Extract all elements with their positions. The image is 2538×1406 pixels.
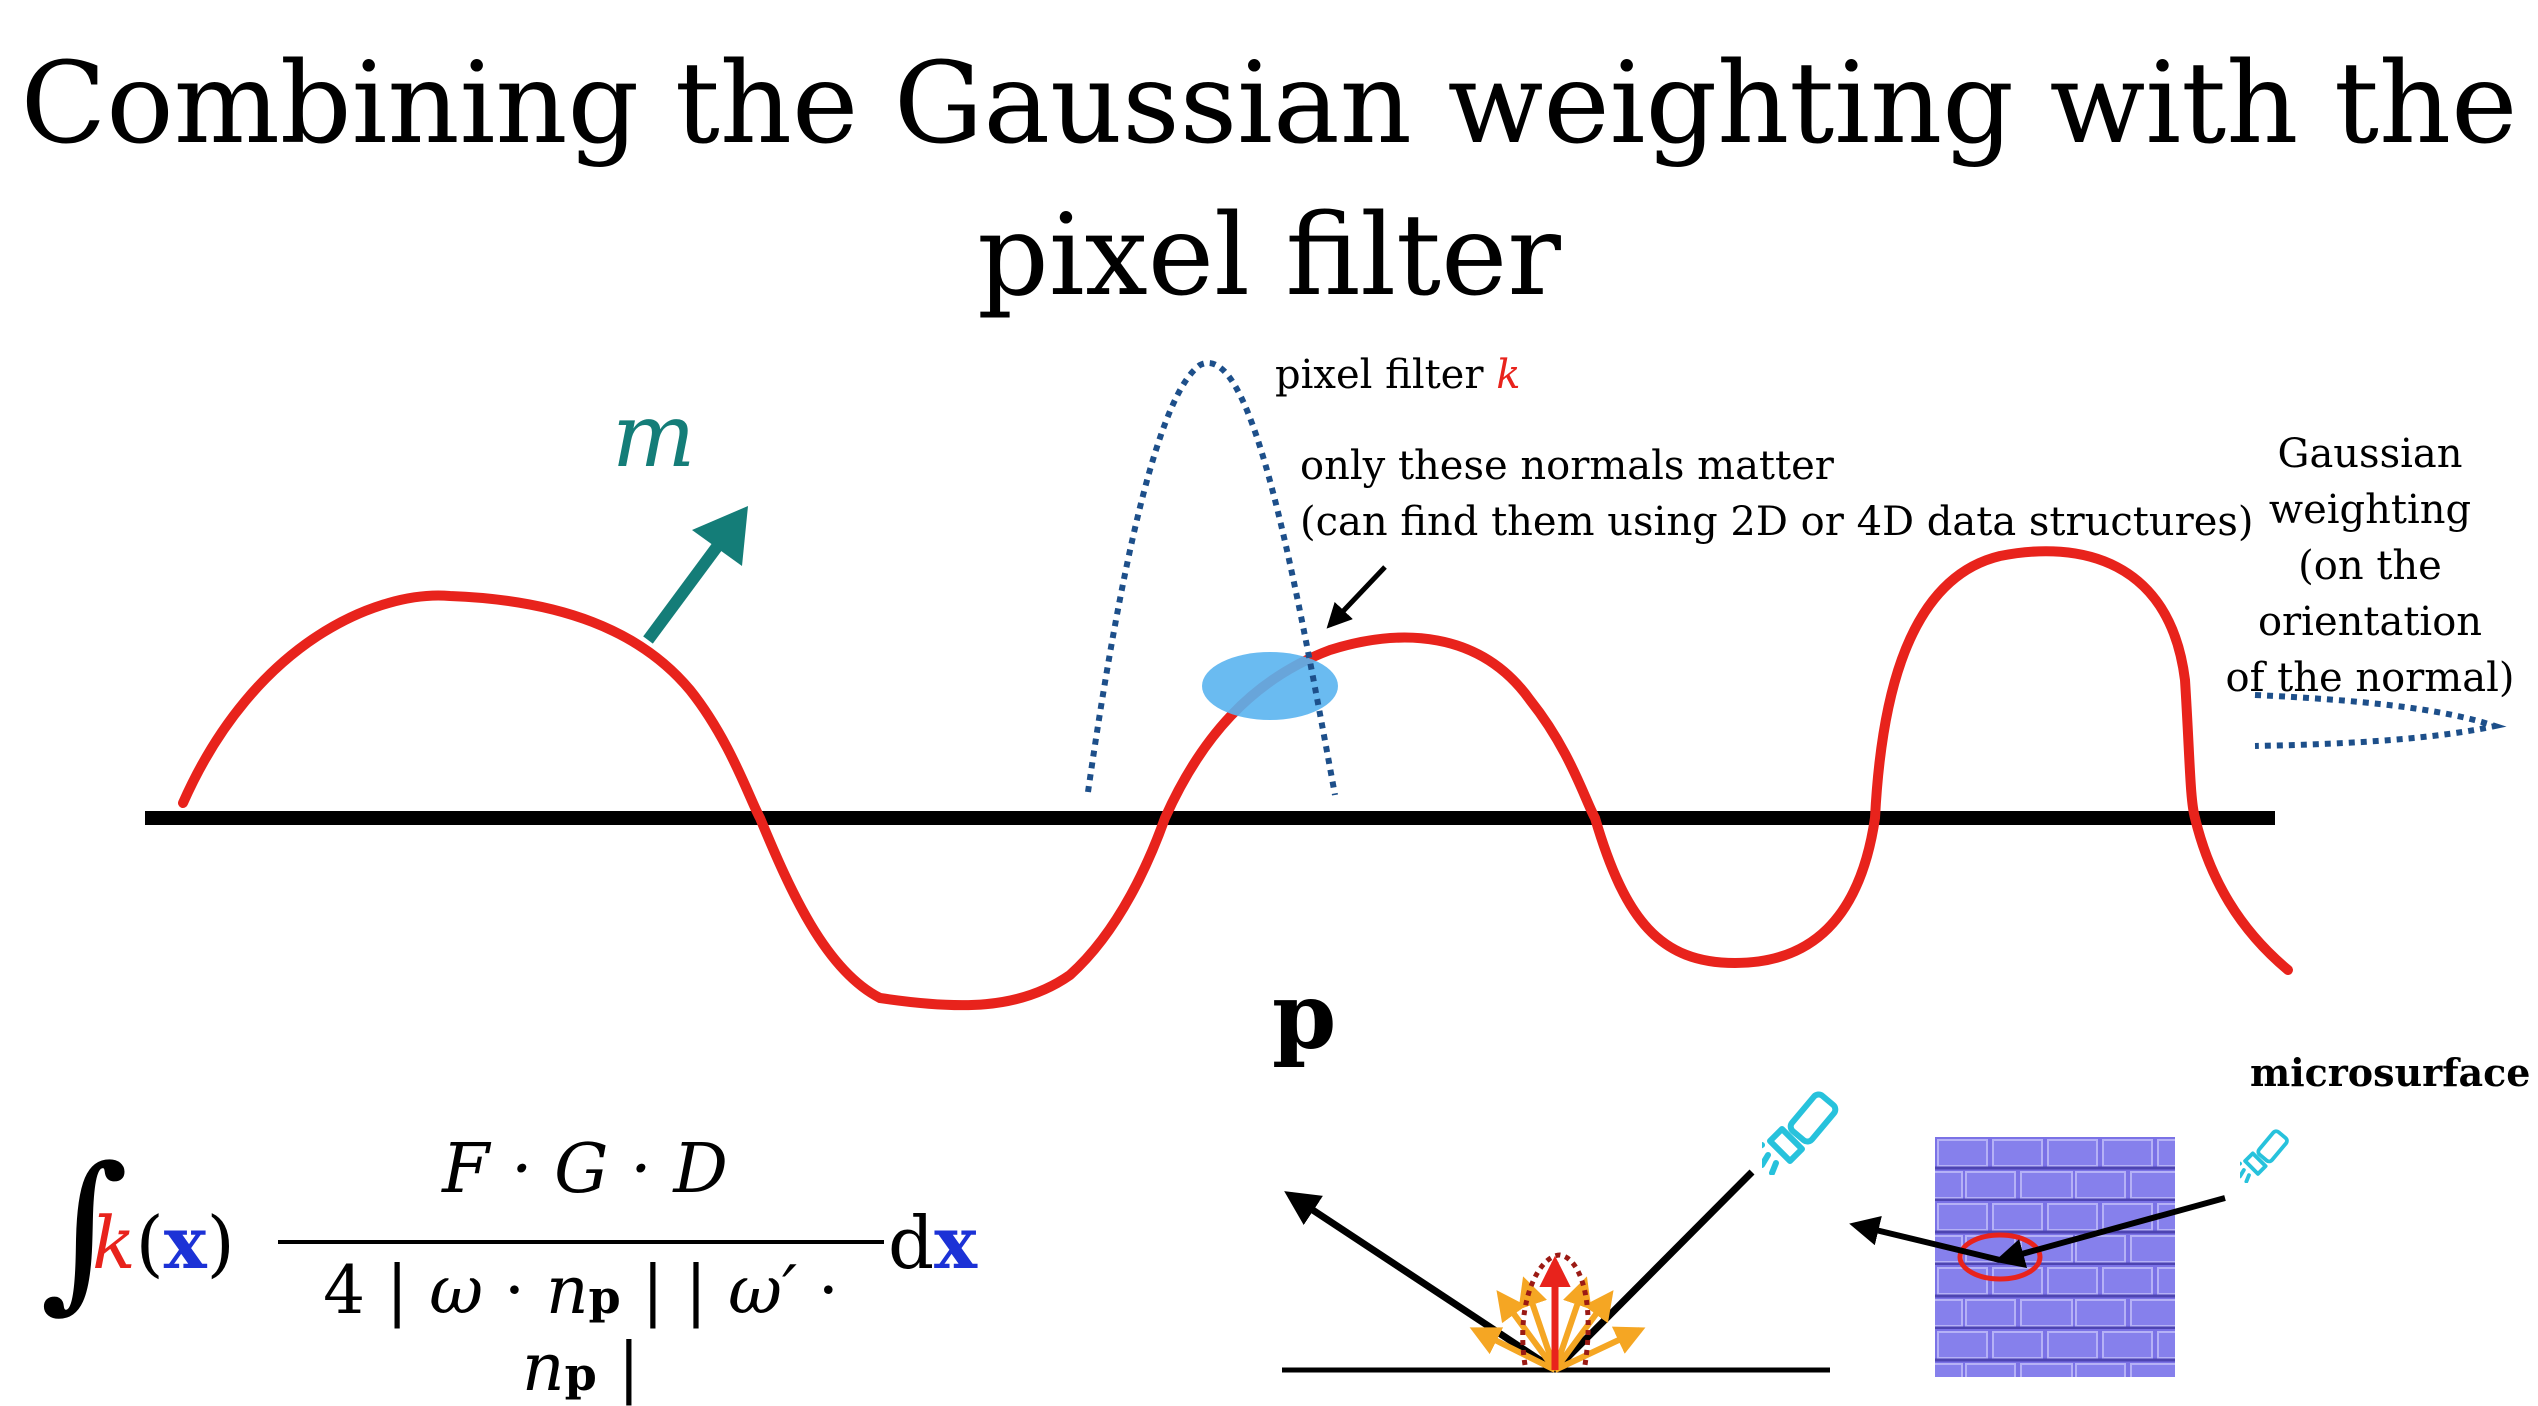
formula-denominator: 4 | ω · np | | ω′ · np |: [278, 1252, 884, 1406]
den-n-1: n: [546, 1252, 589, 1329]
flashlight-icon: [2240, 1127, 2291, 1183]
normals-annotation-line-1: only these normals matter: [1300, 443, 1834, 489]
den-n-2: n: [522, 1329, 565, 1406]
den-mid: | |: [620, 1252, 729, 1329]
gaussian-label-line-2: weighting: [2268, 487, 2472, 533]
matching-normals-highlight: [1202, 652, 1338, 720]
slide-title: Combining the Gaussian weighting with th…: [0, 28, 2538, 332]
normals-annotation-line-2: (can find them using 2D or 4D data struc…: [1300, 499, 2254, 545]
differential: dx: [888, 1198, 977, 1288]
den-dot-2: ·: [796, 1252, 839, 1329]
fraction-bar: [278, 1240, 884, 1244]
paren-open: (: [135, 1201, 164, 1285]
gaussian-weighting-label: Gaussian weighting (on the orientation o…: [2180, 426, 2538, 706]
paren-close: ): [206, 1201, 235, 1285]
normals-annotation: only these normals matter (can find them…: [1300, 438, 2254, 550]
flashlight-icon: [1754, 1092, 1838, 1173]
filter-term: k(x): [92, 1198, 235, 1288]
reflection-lobe-outline: [1520, 1252, 1591, 1366]
gaussian-lobe: [2254, 692, 2507, 749]
normal-map-reflected-ray: [1849, 1216, 2001, 1263]
den-end: |: [596, 1329, 640, 1406]
integral-formula: ∫ k(x) F · G · D 4 | ω · np | | ω′ · np …: [40, 1120, 980, 1406]
den-p-2: p: [564, 1347, 597, 1401]
normal-map-incident-ray: [1994, 1195, 2226, 1269]
gaussian-label-line-4: of the normal): [2225, 655, 2515, 701]
microsurface-curve: [178, 546, 2293, 1011]
gaussian-label-line-1: Gaussian: [2277, 431, 2463, 477]
filter-k: k: [92, 1201, 136, 1285]
reflected-ray-arrow: [1284, 1191, 1557, 1373]
normal-arrowhead: [692, 506, 748, 566]
reflection-lobe: [1469, 1276, 1646, 1373]
point-symbol-label: p: [1272, 962, 1337, 1070]
slide-title-line-2: pixel filter: [977, 191, 1561, 321]
formula-numerator: F · G · D: [442, 1130, 728, 1209]
normal-arrow: [643, 536, 727, 644]
den-omega: ω: [429, 1252, 484, 1329]
pixel-filter-text: pixel filter: [1275, 352, 1497, 398]
normals-pointer-arrow: [1326, 565, 1387, 629]
integral-sign: ∫: [40, 1131, 129, 1329]
den-dot-1: ·: [483, 1252, 547, 1329]
slide-title-line-1: Combining the Gaussian weighting with th…: [20, 39, 2518, 169]
variable-x: x: [163, 1200, 207, 1285]
differential-d: d: [888, 1201, 935, 1285]
normal-map-tile: [1935, 1137, 2175, 1377]
normal-symbol-label: m: [612, 384, 696, 487]
den-p-1: p: [588, 1270, 621, 1324]
den-part-a: 4 |: [323, 1252, 430, 1329]
incident-ray: [1552, 1169, 1755, 1373]
pixel-filter-lobe: [1085, 360, 1338, 796]
gaussian-label-line-3: (on the orientation: [2257, 543, 2483, 645]
pixel-filter-symbol: k: [1496, 352, 1521, 398]
den-omega-prime: ω′: [728, 1252, 797, 1329]
pixel-filter-label: pixel filter k: [1275, 352, 1520, 398]
differential-x: x: [934, 1200, 978, 1285]
normal-map-footprint: [1957, 1232, 2043, 1282]
microsurface-label: microsurface: [2250, 1050, 2531, 1095]
